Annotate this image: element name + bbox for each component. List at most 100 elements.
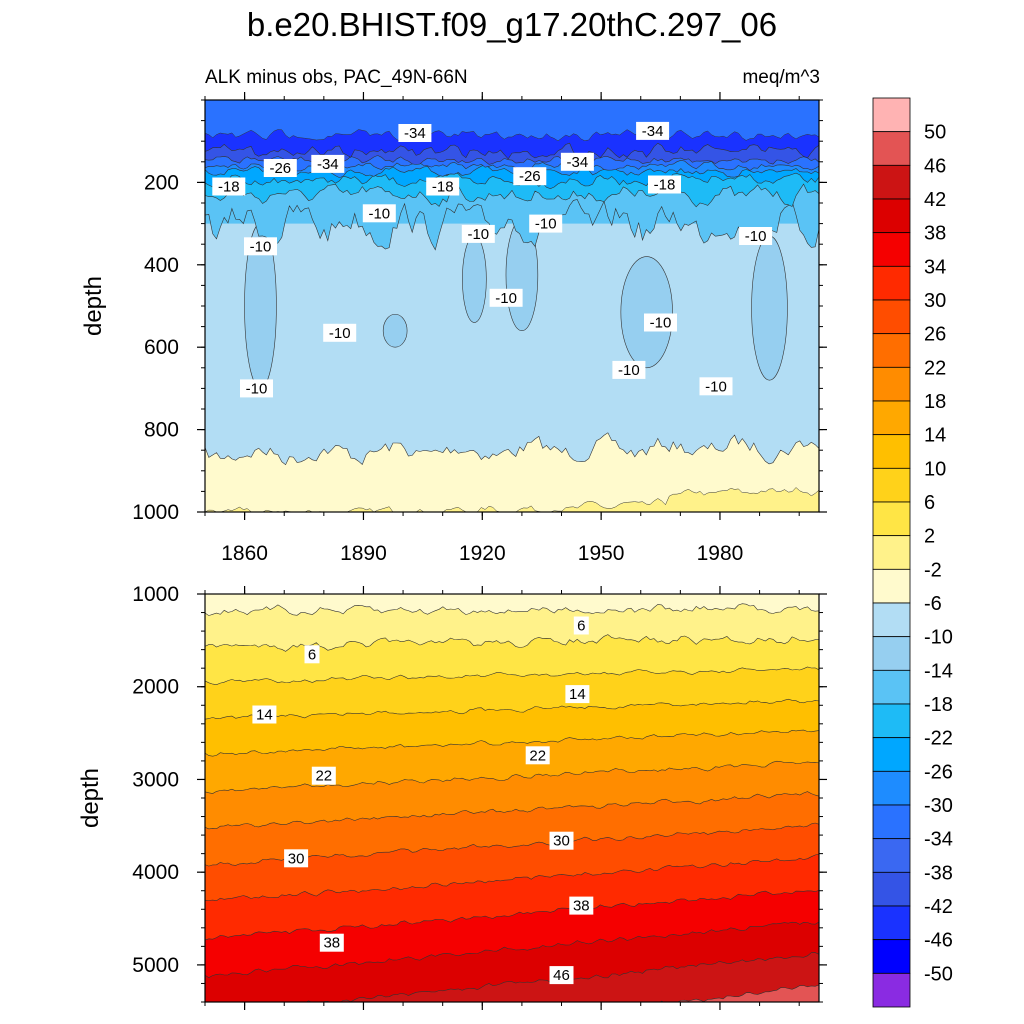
svg-text:-10: -10 xyxy=(368,205,390,222)
upper-top-layer xyxy=(205,100,819,142)
lower-ytick-label-4: 5000 xyxy=(132,954,179,977)
upper-contour-label-16: -10 xyxy=(644,313,677,332)
svg-text:-10: -10 xyxy=(246,380,268,397)
lower-panel xyxy=(205,594,819,1002)
colorbar-label-9: 14 xyxy=(924,425,946,447)
svg-text:-10: -10 xyxy=(650,315,672,332)
upper-ytick-label-4: 1000 xyxy=(132,501,179,524)
colorbar-box-16 xyxy=(872,636,911,671)
upper-ytick-label-3: 800 xyxy=(144,419,179,442)
upper-contour-label-15: -10 xyxy=(323,323,357,342)
colorbar-box-25 xyxy=(872,939,911,974)
colorbar-box-20 xyxy=(872,770,911,806)
svg-text:-26: -26 xyxy=(269,160,291,177)
colorbar-box-8 xyxy=(872,366,911,402)
svg-text:-34: -34 xyxy=(317,156,339,173)
upper-contour-label-19: -10 xyxy=(699,377,733,396)
colorbar-box-5 xyxy=(872,265,911,301)
upper-contour-label-12: -10 xyxy=(244,237,277,256)
upper-contour-label-3: -34 xyxy=(311,154,345,173)
colorbar-label-16: -14 xyxy=(924,660,953,682)
chart-title: b.e20.BHIST.f09_g17.20thC.297_06 xyxy=(247,6,777,43)
colorbar-label-19: -26 xyxy=(924,761,953,783)
colorbar-label-23: -42 xyxy=(924,896,953,918)
colorbar-box-26 xyxy=(872,972,911,1008)
svg-text:-34: -34 xyxy=(567,154,589,171)
colorbar-box-2 xyxy=(872,164,911,200)
upper-xtick-label-1: 1890 xyxy=(340,542,387,565)
lower-contour-label-5: 22 xyxy=(525,746,550,765)
colorbar-label-21: -34 xyxy=(924,829,953,851)
lower-contour-label-8: 38 xyxy=(319,933,344,952)
upper-ytick-label-2: 600 xyxy=(144,336,179,359)
svg-text:38: 38 xyxy=(323,935,340,952)
colorbar-label-17: -18 xyxy=(924,694,953,716)
upper-contour-label-13: -10 xyxy=(739,227,773,245)
upper-xtick-label-3: 1950 xyxy=(578,542,625,565)
lower-contour-label-1: 6 xyxy=(573,616,589,635)
upper-contour-label-2: -26 xyxy=(263,159,297,177)
upper-xtick-label-4: 1980 xyxy=(697,542,744,565)
colorbar-label-2: 42 xyxy=(924,189,946,211)
colorbar-box-6 xyxy=(872,299,911,335)
lower-contour-label-2: 14 xyxy=(252,705,277,724)
svg-text:14: 14 xyxy=(569,686,586,703)
colorbar-box-13 xyxy=(872,535,911,570)
upper-xtick-label-0: 1860 xyxy=(221,542,268,565)
svg-text:30: 30 xyxy=(553,833,570,850)
svg-text:46: 46 xyxy=(553,967,570,984)
svg-text:-18: -18 xyxy=(218,179,240,196)
upper-column-5 xyxy=(462,235,487,323)
colorbar-box-1 xyxy=(872,131,911,166)
upper-contour-label-1: -34 xyxy=(636,121,670,140)
colorbar-label-14: -6 xyxy=(924,593,942,615)
svg-text:-10: -10 xyxy=(535,216,557,233)
colorbar: 50 46 42 38 34 30 26 22 18 14 10 6 2 -2 -6 -10 -14 -18 -22… xyxy=(872,97,953,1008)
svg-text:-10: -10 xyxy=(495,290,517,307)
colorbar-box-9 xyxy=(872,400,911,436)
lower-contour-label-9: 38 xyxy=(569,896,594,915)
colorbar-box-11 xyxy=(872,467,911,503)
upper-contour-label-10: -10 xyxy=(529,214,563,233)
colorbar-box-17 xyxy=(872,669,911,705)
svg-text:-18: -18 xyxy=(654,177,676,194)
svg-text:6: 6 xyxy=(577,618,585,635)
colorbar-label-0: 50 xyxy=(924,122,946,144)
svg-text:22: 22 xyxy=(315,768,332,785)
upper-contour-label-14: -10 xyxy=(489,288,523,307)
colorbar-label-6: 26 xyxy=(924,324,946,346)
colorbar-box-19 xyxy=(872,737,911,772)
upper-contour-label-8: -18 xyxy=(648,175,681,194)
lower-ytick-label-3: 4000 xyxy=(132,861,179,884)
chart-subtitle-left: ALK minus obs, PAC_49N-66N xyxy=(205,67,468,88)
upper-column-2 xyxy=(620,256,673,369)
svg-text:30: 30 xyxy=(288,850,305,867)
colorbar-box-23 xyxy=(872,871,911,907)
upper-band-yellow xyxy=(205,487,819,512)
lower-contour-label-0: 6 xyxy=(304,645,320,664)
contour-labels-layer: -34 -34 -26 -34 -34 -26 -18 -18 -18 -10 -10 -10 -10 -… xyxy=(212,121,773,985)
upper-ytick-label-1: 400 xyxy=(144,254,179,277)
svg-text:-10: -10 xyxy=(705,378,727,395)
colorbar-label-12: 2 xyxy=(924,526,935,548)
colorbar-box-7 xyxy=(872,333,911,368)
svg-text:-10: -10 xyxy=(467,226,489,243)
upper-contour-label-0: -34 xyxy=(398,124,432,142)
colorbar-label-1: 46 xyxy=(924,155,946,177)
upper-column-3 xyxy=(751,235,788,381)
upper-contour-label-9: -10 xyxy=(362,204,396,223)
upper-xtick-label-2: 1920 xyxy=(459,542,506,565)
colorbar-box-24 xyxy=(872,905,911,941)
colorbar-label-15: -10 xyxy=(924,627,953,649)
chart-subtitle-right: meq/m^3 xyxy=(742,67,820,88)
colorbar-label-18: -22 xyxy=(924,728,953,750)
upper-band-light xyxy=(205,432,819,512)
upper-contour-label-7: -18 xyxy=(426,177,460,196)
upper-contour-label-11: -10 xyxy=(461,224,495,243)
colorbar-label-22: -38 xyxy=(924,862,953,884)
lower-ytick-label-1: 2000 xyxy=(132,676,179,699)
colorbar-label-4: 34 xyxy=(924,256,946,278)
lower-ylabel: depth xyxy=(77,768,104,828)
colorbar-label-5: 30 xyxy=(924,290,946,312)
colorbar-label-7: 22 xyxy=(924,357,946,379)
